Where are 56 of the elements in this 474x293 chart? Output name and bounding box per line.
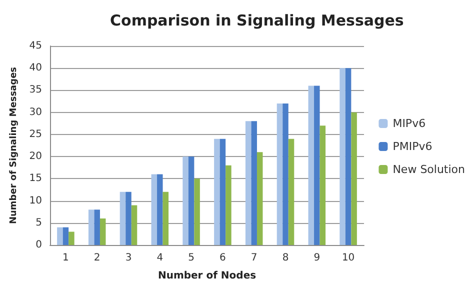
x-tick-label: 6	[220, 252, 226, 264]
y-tick-label: 25	[29, 128, 42, 140]
bar	[314, 86, 320, 245]
bar	[288, 138, 294, 245]
bar	[94, 210, 100, 245]
bar	[245, 121, 252, 245]
bar	[220, 138, 226, 245]
bar	[340, 68, 346, 245]
x-tick-label: 10	[342, 252, 355, 264]
bar	[345, 68, 352, 245]
bar	[68, 232, 74, 245]
bar	[251, 121, 257, 245]
x-tick-label: 3	[125, 252, 132, 264]
x-tick-label: 5	[188, 252, 194, 264]
y-tick-label: 0	[36, 240, 42, 250]
bar	[131, 205, 138, 245]
bar	[256, 152, 263, 245]
x-axis-title: Number of Nodes	[158, 270, 256, 282]
legend-label: New Solution	[392, 163, 466, 176]
x-tick-label: 9	[314, 252, 320, 264]
x-tick-label: 8	[282, 252, 289, 264]
y-tick-label: 30	[29, 106, 42, 118]
x-tick-label: 4	[156, 252, 164, 264]
bar	[276, 103, 283, 245]
y-tick-label: 45	[29, 40, 42, 52]
y-tick-label: 35	[29, 84, 42, 96]
bar	[226, 165, 232, 245]
bar	[57, 227, 63, 245]
y-tick-label: 5	[36, 217, 42, 228]
y-axis-title: Number of Signaling Messages	[8, 66, 19, 224]
bar	[188, 156, 194, 245]
x-tick-label: 7	[250, 252, 258, 264]
chart-title: Comparison in Signaling Messages	[110, 12, 404, 30]
y-tick-label: 10	[29, 195, 42, 206]
y-tick-label: 15	[29, 173, 42, 184]
bar	[308, 86, 314, 245]
x-tick-label: 2	[94, 252, 100, 264]
bar	[62, 227, 69, 245]
bar	[151, 174, 158, 245]
bar	[282, 103, 288, 245]
y-tick-label: 40	[29, 62, 42, 74]
x-tick-label: 1	[62, 252, 69, 264]
bar	[320, 126, 326, 245]
bar	[157, 174, 163, 245]
bar	[100, 218, 106, 245]
bar	[214, 138, 220, 245]
bar	[194, 178, 200, 245]
bar	[120, 192, 126, 245]
bar	[88, 210, 94, 245]
bar	[126, 192, 132, 245]
bar	[351, 112, 357, 245]
bar	[162, 192, 169, 245]
bar	[182, 156, 188, 245]
legend-label: MIPv6	[392, 117, 426, 130]
y-tick-label: 20	[29, 151, 42, 162]
legend-label: PMIPv6	[392, 140, 432, 153]
